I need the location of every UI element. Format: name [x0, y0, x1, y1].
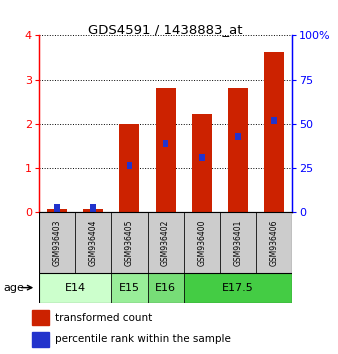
Bar: [220, 212, 256, 273]
Bar: [228, 88, 248, 212]
Bar: [32, 310, 49, 325]
Text: E17.5: E17.5: [222, 282, 254, 293]
Bar: [147, 273, 184, 303]
Bar: [39, 212, 75, 273]
Text: E14: E14: [65, 282, 86, 293]
Bar: [147, 212, 184, 273]
Text: percentile rank within the sample: percentile rank within the sample: [55, 334, 231, 344]
Text: age: age: [3, 282, 24, 293]
Bar: [192, 114, 212, 212]
Bar: [32, 332, 49, 347]
Bar: [47, 209, 67, 212]
Text: GSM936401: GSM936401: [234, 219, 243, 266]
Text: GSM936402: GSM936402: [161, 219, 170, 266]
Bar: [184, 212, 220, 273]
Bar: [264, 52, 284, 212]
Bar: [256, 212, 292, 273]
Bar: [54, 205, 60, 212]
Text: GSM936406: GSM936406: [270, 219, 279, 266]
Bar: [127, 162, 132, 169]
Text: transformed count: transformed count: [55, 313, 152, 323]
Bar: [235, 133, 241, 140]
Text: GSM936403: GSM936403: [52, 219, 62, 266]
Text: GSM936405: GSM936405: [125, 219, 134, 266]
Bar: [83, 209, 103, 212]
Bar: [156, 88, 175, 212]
Text: E15: E15: [119, 282, 140, 293]
Bar: [90, 205, 96, 212]
Text: GSM936400: GSM936400: [197, 219, 206, 266]
Bar: [75, 212, 111, 273]
Bar: [119, 124, 139, 212]
Text: GSM936404: GSM936404: [89, 219, 98, 266]
Text: E16: E16: [155, 282, 176, 293]
Bar: [39, 273, 111, 303]
Bar: [271, 117, 277, 124]
Bar: [184, 273, 292, 303]
Bar: [111, 212, 147, 273]
Bar: [199, 154, 204, 161]
Text: GDS4591 / 1438883_at: GDS4591 / 1438883_at: [88, 23, 243, 36]
Bar: [163, 140, 168, 147]
Bar: [111, 273, 147, 303]
